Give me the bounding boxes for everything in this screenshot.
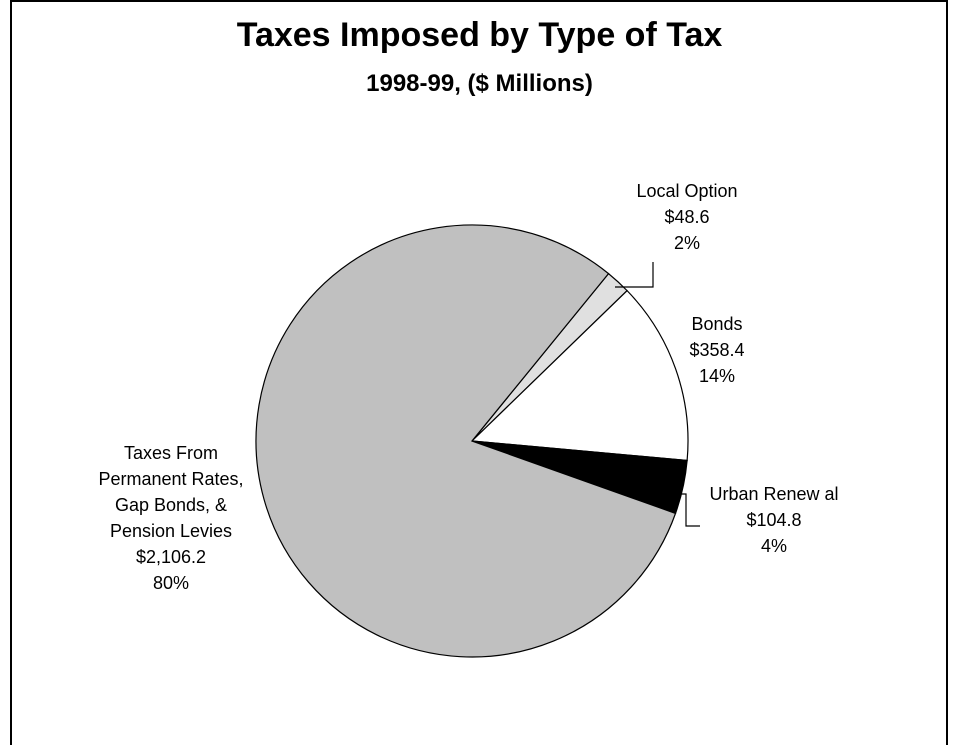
label-text: Urban Renew al [709, 484, 838, 504]
label-text: Permanent Rates, [98, 469, 243, 489]
label-text: Local Option [636, 181, 737, 201]
slice-bonds [470, 289, 689, 462]
label-urban-renewal: Urban Renew al $104.8 4% [709, 484, 838, 556]
label-permanent-rates: Taxes From Permanent Rates, Gap Bonds, & Pe… [98, 443, 243, 593]
leader-urban-renewal [680, 493, 700, 527]
slice-permanent-rates [255, 224, 677, 658]
label-local-option: Local Option $48.6 2% [636, 181, 737, 253]
percent-label: 4% [761, 536, 787, 556]
label-text: Gap Bonds, & [115, 495, 227, 515]
value-label: $48.6 [664, 207, 709, 227]
value-label: $104.8 [746, 510, 801, 530]
label-text: Taxes From [124, 443, 218, 463]
label-bonds: Bonds $358.4 14% [689, 314, 744, 386]
leader-local-option [615, 262, 654, 288]
percent-label: 80% [153, 573, 189, 593]
label-text: Pension Levies [110, 521, 232, 541]
value-label: $2,106.2 [136, 547, 206, 567]
percent-label: 14% [699, 366, 735, 386]
percent-label: 2% [674, 233, 700, 253]
value-label: $358.4 [689, 340, 744, 360]
chart-title: Taxes Imposed by Type of Tax [236, 16, 723, 54]
label-text: Bonds [691, 314, 742, 334]
chart-subtitle: 1998-99, ($ Millions) [366, 70, 593, 97]
